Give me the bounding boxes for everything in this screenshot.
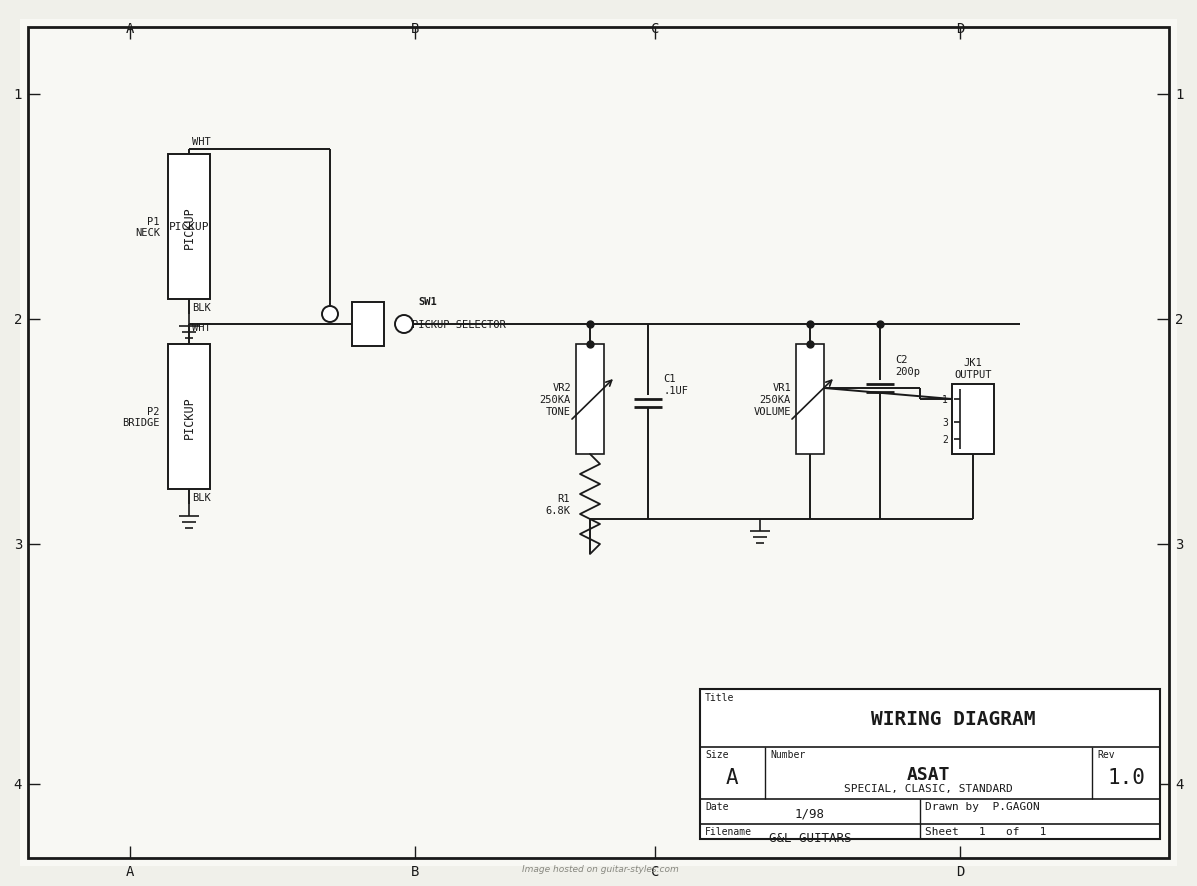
- Bar: [168, 345, 209, 489]
- Text: BLK: BLK: [192, 493, 211, 502]
- Text: C: C: [651, 22, 660, 36]
- Bar: [952, 385, 994, 455]
- Text: Image hosted on guitar-styles.com: Image hosted on guitar-styles.com: [522, 865, 679, 874]
- Text: 3: 3: [1175, 538, 1184, 551]
- Bar: [352, 303, 384, 346]
- Bar: [796, 345, 824, 455]
- Text: Filename: Filename: [705, 826, 752, 836]
- Text: R1
6.8K: R1 6.8K: [545, 494, 570, 516]
- Text: P1
NECK: P1 NECK: [135, 216, 160, 238]
- Text: SPECIAL, CLASIC, STANDARD: SPECIAL, CLASIC, STANDARD: [844, 783, 1013, 793]
- Text: A: A: [725, 767, 739, 787]
- Bar: [168, 155, 209, 299]
- Text: B: B: [411, 22, 419, 36]
- Text: Number: Number: [770, 750, 806, 759]
- Text: PICKUP SELECTOR: PICKUP SELECTOR: [412, 320, 506, 330]
- Text: D: D: [956, 864, 965, 878]
- Bar: [700, 689, 1160, 839]
- Text: D: D: [956, 22, 965, 36]
- Text: 4: 4: [13, 777, 22, 791]
- Text: Title: Title: [705, 692, 735, 703]
- Text: BLK: BLK: [192, 303, 211, 313]
- Text: WHT: WHT: [192, 136, 211, 147]
- Text: 3: 3: [942, 417, 948, 428]
- Text: Sheet   1   of   1: Sheet 1 of 1: [925, 826, 1046, 836]
- Text: 2: 2: [13, 313, 22, 327]
- Text: P2
BRIDGE: P2 BRIDGE: [122, 407, 160, 428]
- Text: VR2
250KA
TONE: VR2 250KA TONE: [540, 383, 571, 416]
- Text: 1: 1: [942, 394, 948, 405]
- Text: C1
.1UF: C1 .1UF: [663, 374, 688, 395]
- Text: Rev: Rev: [1096, 750, 1114, 759]
- Text: 1/98: 1/98: [795, 806, 825, 820]
- Text: PICKUP: PICKUP: [182, 206, 195, 249]
- Text: 2: 2: [1175, 313, 1184, 327]
- Bar: [576, 345, 604, 455]
- Text: Drawn by  P.GAGON: Drawn by P.GAGON: [925, 801, 1040, 811]
- Text: 2: 2: [942, 434, 948, 445]
- Text: 1: 1: [13, 88, 22, 102]
- Text: C2
200p: C2 200p: [895, 354, 920, 377]
- Circle shape: [322, 307, 338, 323]
- Text: PICKUP: PICKUP: [182, 396, 195, 439]
- Text: 1: 1: [1175, 88, 1184, 102]
- Text: B: B: [411, 864, 419, 878]
- Text: 4: 4: [1175, 777, 1184, 791]
- Text: VR1
250KA
VOLUME: VR1 250KA VOLUME: [753, 383, 791, 416]
- Text: SW1: SW1: [418, 297, 437, 307]
- Text: ASAT: ASAT: [906, 766, 949, 783]
- Text: G&L GUITARS: G&L GUITARS: [768, 832, 851, 844]
- Text: Size: Size: [705, 750, 729, 759]
- Text: C: C: [651, 864, 660, 878]
- Text: PICKUP: PICKUP: [169, 222, 209, 232]
- Circle shape: [395, 315, 413, 334]
- Text: WHT: WHT: [192, 323, 211, 332]
- Text: Date: Date: [705, 801, 729, 811]
- Text: A: A: [126, 22, 134, 36]
- Text: A: A: [126, 864, 134, 878]
- Text: WIRING DIAGRAM: WIRING DIAGRAM: [870, 710, 1035, 728]
- Text: JK1
OUTPUT: JK1 OUTPUT: [954, 358, 992, 379]
- Text: 1.0: 1.0: [1107, 767, 1146, 787]
- Text: 3: 3: [13, 538, 22, 551]
